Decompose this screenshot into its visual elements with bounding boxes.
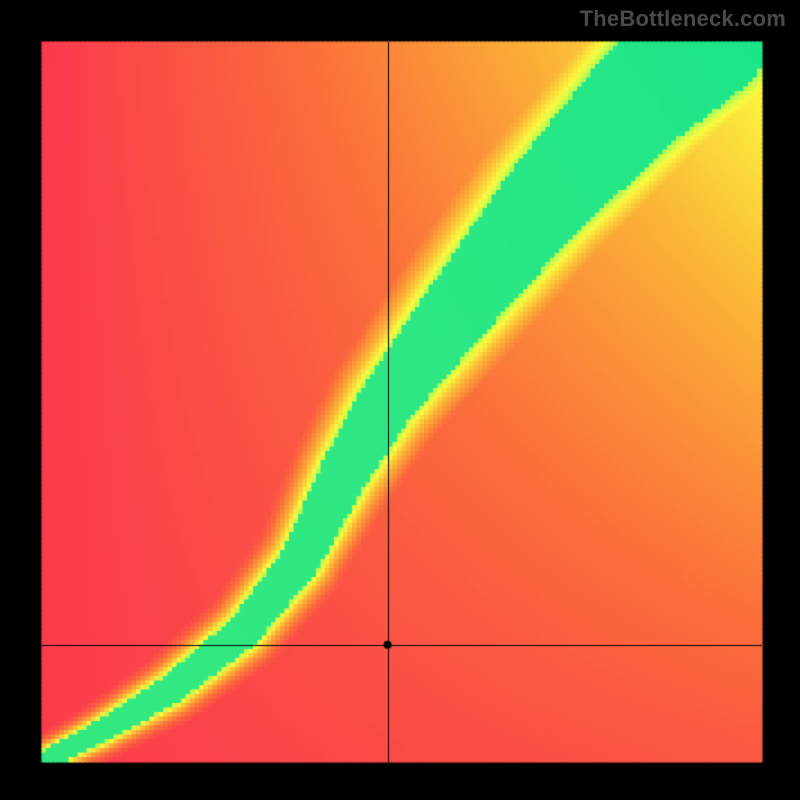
chart-container: TheBottleneck.com xyxy=(0,0,800,800)
watermark-text: TheBottleneck.com xyxy=(580,6,786,32)
heatmap-canvas xyxy=(0,0,800,800)
